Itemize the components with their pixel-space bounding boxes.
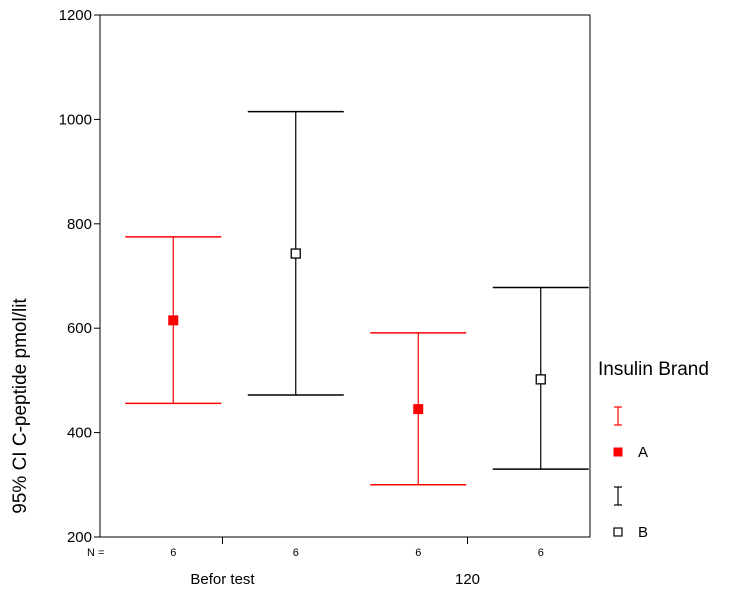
y-tick-label-800: 800	[67, 216, 92, 233]
n-prefix-label: N =	[87, 547, 104, 559]
n-label-B-0: 6	[293, 547, 299, 559]
error-bars	[125, 110, 589, 486]
y-tick-label-400: 400	[67, 425, 92, 442]
legend: Insulin Brand A B	[598, 359, 709, 541]
errorbar-A-0	[125, 236, 222, 405]
legend-marker-A	[613, 447, 623, 457]
mean-marker-B-0	[290, 248, 301, 259]
y-tick-label-1000: 1000	[59, 111, 92, 128]
category-label-1: 120	[455, 571, 480, 588]
errorbar-B-0	[247, 110, 344, 396]
legend-label-B: B	[638, 524, 648, 541]
legend-marker-B	[613, 527, 623, 537]
legend-label-A: A	[638, 444, 648, 461]
errorbar-A-1	[370, 332, 467, 486]
n-label-A-0: 6	[170, 547, 176, 559]
y-axis-label: 95% CI C-peptide pmol/lit	[10, 298, 31, 514]
legend-item-A: A	[613, 406, 648, 461]
legend-title: Insulin Brand	[598, 359, 709, 380]
errorbar-B-1	[492, 286, 589, 470]
n-label-B-1: 6	[538, 547, 544, 559]
mean-marker-A-0	[168, 315, 179, 326]
y-axis: 200 400 600 800 1000 1200	[59, 7, 100, 546]
plot-frame	[99, 14, 591, 538]
category-label-0: Befor test	[190, 571, 255, 588]
mean-marker-B-1	[535, 374, 546, 385]
n-label-A-1: 6	[415, 547, 421, 559]
y-tick-label-1200: 1200	[59, 7, 92, 24]
y-tick-label-200: 200	[67, 529, 92, 546]
y-tick-label-600: 600	[67, 320, 92, 337]
legend-item-B: B	[613, 486, 648, 541]
mean-marker-A-1	[413, 404, 424, 415]
x-axis: Befor test 6 6 120 6 6	[170, 537, 544, 588]
